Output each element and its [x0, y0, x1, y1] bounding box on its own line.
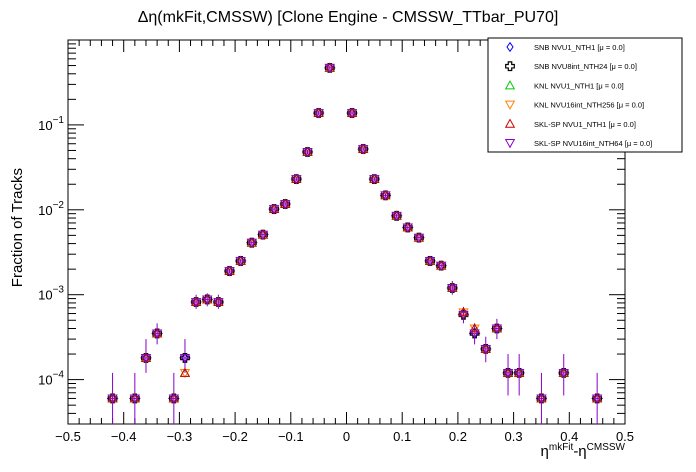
x-tick-label: −0.1: [278, 429, 304, 444]
legend: SNB NVU1_NTH1 [μ = 0.0] SNB NVU8int_NTH24…: [487, 37, 683, 153]
marker-triangle-down: [514, 368, 525, 379]
marker-triangle-down: [268, 205, 280, 215]
marker-triangle-down: [502, 368, 514, 379]
marker-triangle-down: [291, 175, 302, 185]
legend-marker: [505, 61, 515, 72]
marker-triangle-down: [380, 191, 391, 201]
legend-marker: [506, 41, 514, 53]
legend-label: KNL NVU1_NTH1 [μ = 0.0]: [534, 81, 624, 90]
legend-marker: [504, 118, 516, 128]
legend-label: SNB NVU1_NTH1 [μ = 0.0]: [534, 43, 625, 52]
marker-triangle-down: [346, 109, 358, 119]
marker-triangle-up: [179, 367, 191, 377]
marker-triangle-down: [140, 353, 152, 364]
x-tick-label: −0.2: [222, 429, 248, 444]
marker-triangle-down: [469, 329, 480, 339]
x-tick-label: 0.1: [393, 429, 411, 444]
marker-triangle-up: [458, 307, 469, 317]
marker-triangle-down: [246, 238, 257, 249]
marker-triangle-down: [313, 109, 324, 119]
marker-triangle-down: [151, 329, 163, 339]
marker-triangle-down: [257, 230, 269, 240]
legend-marker: [504, 139, 516, 149]
x-axis-label: ηmkFit-ηCMSSW: [541, 442, 626, 460]
chart-title: Δη(mkFit,CMSSW) [Clone Engine - CMSSW_TT…: [138, 9, 559, 26]
marker-triangle-down: [413, 233, 425, 243]
legend-marker: [504, 80, 516, 90]
x-tick-label: 0.4: [560, 429, 578, 444]
marker-triangle-down: [402, 223, 413, 233]
x-tick-label: −0.4: [111, 429, 137, 444]
marker-triangle-down: [235, 256, 246, 267]
marker-triangle-down: [369, 175, 380, 185]
marker-triangle-down: [424, 256, 436, 267]
legend-label: SKL-SP NVU1_NTH1 [μ = 0.0]: [534, 120, 636, 129]
x-tick-label: 0.5: [616, 429, 634, 444]
legend-label: SKL-SP NVU16int_NTH64 [μ = 0.0]: [534, 139, 652, 148]
data-markers: [107, 62, 603, 404]
x-tick-label: 0.3: [505, 429, 523, 444]
marker-triangle-down: [224, 267, 235, 277]
x-tick-label: −0.3: [167, 429, 193, 444]
y-tick-label: 10−2: [38, 200, 64, 218]
marker-triangle-down: [202, 295, 213, 305]
marker-triangle-down: [107, 394, 118, 404]
marker-triangle-down: [491, 324, 503, 334]
marker-triangle-down: [447, 284, 458, 294]
legend-label: SNB NVU8int_NTH24 [μ = 0.0]: [534, 62, 637, 71]
legend-marker: [504, 100, 516, 110]
marker-cross: [180, 353, 190, 363]
marker-triangle-down: [391, 211, 402, 222]
marker-triangle-down: [436, 261, 447, 271]
marker-triangle-down: [324, 63, 335, 74]
marker-triangle-down: [280, 200, 291, 210]
marker-triangle-down: [458, 310, 469, 321]
marker-triangle-down: [129, 394, 140, 404]
marker-triangle-down: [358, 145, 369, 155]
marker-triangle-down: [558, 368, 569, 379]
y-tick-label: 10−4: [38, 370, 64, 388]
marker-triangle-down: [190, 298, 202, 308]
y-tick-label: 10−1: [38, 115, 64, 133]
marker-triangle-down: [213, 298, 224, 308]
x-tick-label: −0.5: [55, 429, 81, 444]
x-tick-label: 0: [343, 429, 350, 444]
marker-triangle-down: [168, 394, 179, 404]
marker-triangle-down: [179, 353, 191, 364]
y-axis-label: Fraction of Tracks: [9, 168, 26, 287]
marker-triangle-down: [592, 394, 603, 404]
y-tick-label: 10−3: [38, 285, 64, 303]
x-tick-label: 0.2: [449, 429, 467, 444]
x-axis: −0.5 −0.4 −0.3 −0.2 −0.1 0 0.1 0.2 0.3 0.4 0.5: [55, 40, 634, 444]
marker-triangle-down: [536, 394, 547, 404]
marker-triangle-down: [302, 148, 313, 158]
legend-label: KNL NVU16int_NTH256 [μ = 0.0]: [534, 101, 644, 110]
marker-triangle-down: [480, 344, 491, 355]
legend-box: [487, 37, 683, 153]
marker-triangle-up: [469, 323, 480, 333]
